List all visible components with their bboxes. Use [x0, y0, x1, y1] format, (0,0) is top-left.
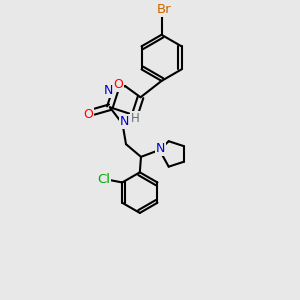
Text: O: O	[83, 108, 93, 121]
Text: Cl: Cl	[97, 172, 110, 185]
Text: N: N	[156, 142, 165, 155]
Text: N: N	[104, 84, 113, 97]
Text: N: N	[120, 115, 130, 128]
Text: Br: Br	[157, 3, 172, 16]
Text: O: O	[113, 79, 123, 92]
Text: H: H	[131, 112, 140, 124]
